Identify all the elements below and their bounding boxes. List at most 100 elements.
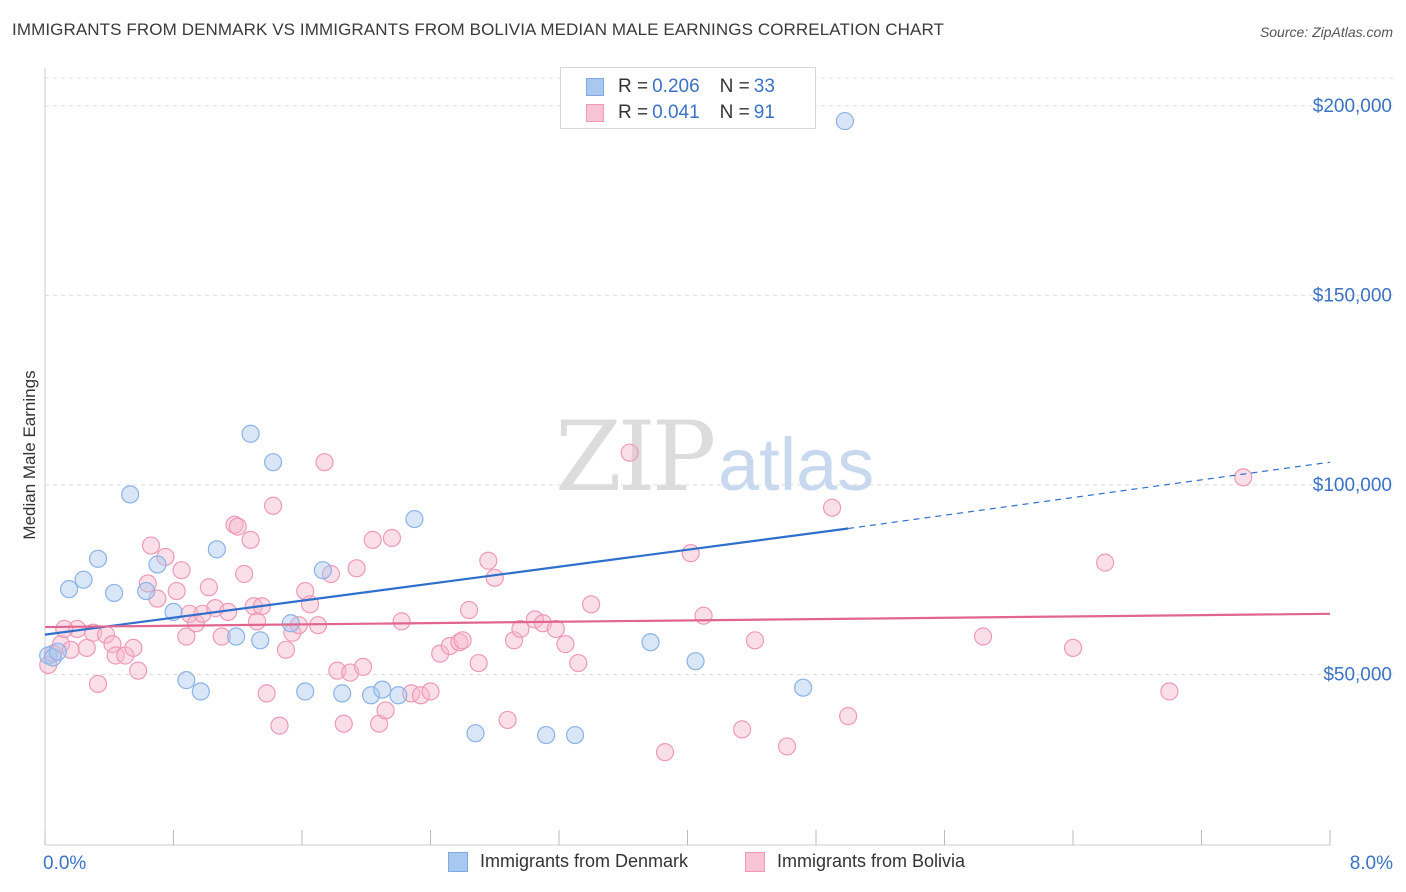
watermark-atlas: atlas: [718, 423, 874, 506]
point-bolivia: [973, 627, 993, 646]
point-bolivia: [504, 631, 524, 650]
legend-r-label: R =: [618, 76, 649, 97]
point-denmark: [537, 725, 556, 745]
point-denmark: [207, 540, 226, 559]
legend-r-value: 0.206: [652, 76, 700, 97]
point-bolivia: [1234, 468, 1253, 487]
point-denmark: [373, 680, 392, 699]
point-bolivia: [334, 714, 353, 733]
point-bolivia: [556, 635, 575, 654]
point-bolivia: [77, 638, 96, 658]
legend-label-denmark: Immigrants from Denmark: [480, 851, 689, 871]
point-bolivia: [546, 619, 565, 639]
point-bolivia: [353, 657, 373, 676]
point-bolivia: [382, 528, 402, 548]
point-bolivia: [777, 737, 797, 756]
point-bolivia: [376, 701, 395, 720]
point-bolivia: [225, 515, 244, 534]
point-denmark: [641, 633, 660, 652]
point-denmark: [565, 725, 585, 745]
point-bolivia: [257, 684, 276, 703]
point-bolivia: [681, 544, 700, 563]
legend-item-bolivia[interactable]: Immigrants from Bolivia: [745, 851, 965, 872]
legend-label-bolivia: Immigrants from Bolivia: [777, 851, 966, 871]
watermark: ZIP atlas: [555, 401, 874, 513]
stats-legend: R = 0.206 N = 33 R = 0.041 N = 91: [560, 67, 816, 129]
point-denmark: [59, 580, 79, 599]
point-denmark: [227, 627, 246, 646]
point-bolivia: [276, 640, 296, 659]
point-bolivia: [822, 498, 842, 517]
point-bolivia: [103, 635, 122, 654]
point-bolivia: [270, 716, 289, 735]
point-denmark: [835, 111, 855, 131]
point-bolivia: [141, 536, 161, 555]
point-bolivia: [421, 682, 440, 701]
source-label[interactable]: Source: ZipAtlas.com: [1259, 24, 1393, 40]
point-bolivia: [315, 453, 334, 472]
point-bolivia: [347, 559, 366, 578]
point-denmark: [389, 686, 408, 705]
point-denmark: [48, 642, 67, 661]
point-bolivia: [839, 707, 858, 726]
point-bolivia: [511, 619, 530, 639]
legend-swatch-pink: [745, 851, 765, 872]
point-bolivia: [453, 631, 472, 650]
series-legend: Immigrants from Denmark Immigrants from …: [0, 851, 1406, 877]
point-bolivia: [55, 619, 74, 639]
y-tick-label: $50,000: [1323, 664, 1392, 685]
point-bolivia: [129, 661, 148, 680]
point-bolivia: [177, 627, 196, 646]
point-bolivia: [124, 638, 143, 658]
point-bolivia: [733, 720, 752, 739]
point-bolivia: [479, 551, 498, 570]
point-bolivia: [569, 653, 588, 673]
grid-lines: [45, 77, 1395, 675]
point-denmark: [333, 684, 352, 703]
point-bolivia: [199, 578, 218, 597]
trend-lines: [44, 461, 1331, 636]
point-bolivia: [694, 606, 713, 625]
point-bolivia: [655, 743, 675, 762]
point-bolivia: [450, 633, 469, 652]
point-denmark: [74, 570, 93, 589]
axis-labels: $50,000 $100,000 $150,000 $200,000 0.0% 8.0% M…: [20, 96, 1393, 874]
point-denmark: [121, 485, 140, 504]
x-tick-label-right: 8.0%: [1350, 853, 1393, 874]
point-bolivia: [88, 674, 108, 694]
legend-n-value: 91: [753, 102, 775, 123]
y-tick-label: $150,000: [1313, 285, 1392, 306]
point-bolivia: [745, 631, 765, 650]
point-denmark: [263, 453, 283, 472]
point-denmark: [104, 583, 124, 603]
x-tick-label-left: 0.0%: [43, 853, 86, 874]
point-bolivia: [469, 653, 488, 673]
trend-bolivia: [44, 612, 1331, 629]
point-bolivia: [620, 443, 639, 462]
point-bolivia: [392, 612, 411, 631]
legend-swatch-blue: [586, 78, 604, 96]
point-bolivia: [241, 530, 260, 549]
point-denmark: [686, 652, 705, 671]
point-denmark: [43, 648, 63, 667]
legend-item-denmark[interactable]: Immigrants from Denmark: [448, 851, 688, 872]
point-denmark: [313, 561, 332, 580]
legend-n-label: N =: [719, 76, 750, 97]
legend-row-bolivia: R = 0.041 N = 91: [586, 101, 775, 125]
point-bolivia: [247, 612, 267, 631]
watermark-zip: ZIP: [555, 401, 714, 513]
trend-denmark: [44, 527, 849, 636]
point-bolivia: [582, 595, 601, 614]
point-denmark: [88, 549, 108, 568]
point-bolivia: [263, 496, 283, 515]
point-bolivia: [172, 561, 191, 580]
y-tick-label: $100,000: [1313, 475, 1392, 496]
legend-n-value: 33: [753, 76, 775, 97]
point-bolivia: [235, 564, 254, 584]
point-denmark: [251, 631, 270, 650]
point-denmark: [281, 614, 300, 633]
point-denmark: [361, 686, 381, 705]
point-denmark: [241, 424, 260, 443]
